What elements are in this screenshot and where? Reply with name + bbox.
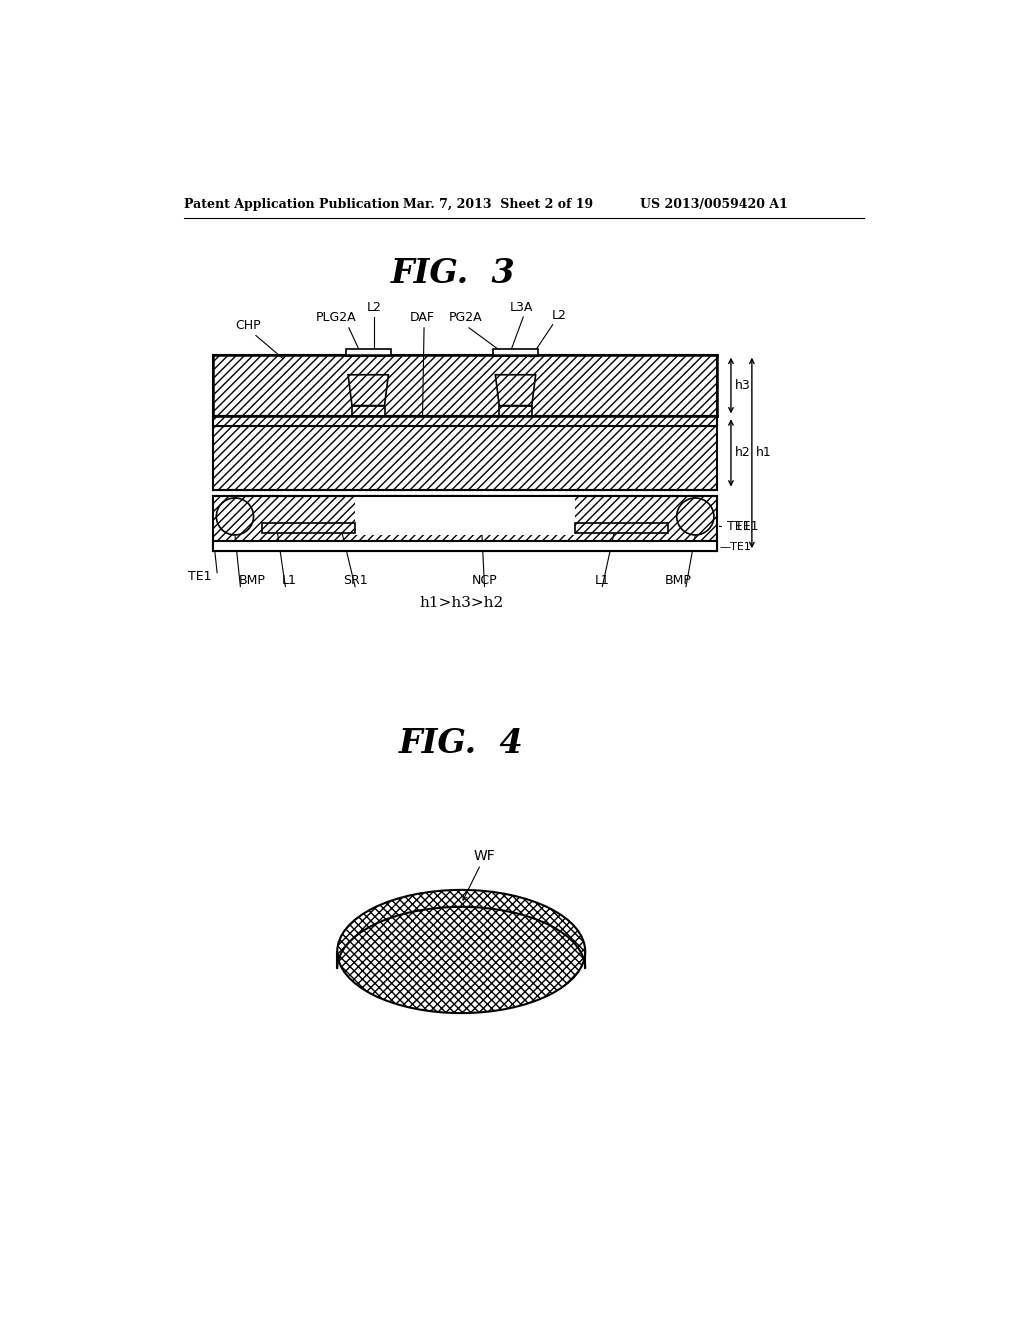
Polygon shape	[496, 375, 536, 405]
Text: h1: h1	[756, 446, 771, 459]
Text: L2: L2	[367, 301, 382, 314]
Text: PLG2A: PLG2A	[315, 312, 356, 323]
Bar	[500, 405, 531, 416]
Text: TE1: TE1	[735, 520, 759, 533]
Bar	[213, 355, 717, 416]
Text: WF: WF	[474, 849, 496, 863]
Bar	[355, 498, 575, 535]
Text: BMP: BMP	[239, 573, 265, 586]
Text: SR1: SR1	[343, 573, 368, 586]
Text: NCP: NCP	[472, 573, 498, 586]
Bar	[262, 523, 355, 533]
Text: L2: L2	[552, 309, 566, 322]
Text: h3: h3	[735, 379, 751, 392]
Ellipse shape	[677, 498, 714, 535]
Text: PG2A: PG2A	[449, 312, 482, 323]
Bar	[493, 348, 538, 356]
Text: TE1: TE1	[719, 520, 751, 533]
Bar	[213, 426, 717, 490]
Ellipse shape	[337, 890, 586, 1014]
Text: L1: L1	[595, 573, 609, 586]
Bar	[352, 405, 385, 416]
Text: FIG.  3: FIG. 3	[391, 257, 516, 290]
Text: Patent Application Publication: Patent Application Publication	[183, 198, 399, 211]
Text: —TE1: —TE1	[719, 543, 752, 552]
Text: US 2013/0059420 A1: US 2013/0059420 A1	[640, 198, 787, 211]
Text: h2: h2	[735, 446, 751, 459]
Text: L1: L1	[282, 573, 297, 586]
Polygon shape	[348, 375, 388, 405]
Text: h1>h3>h2: h1>h3>h2	[419, 597, 504, 610]
Ellipse shape	[216, 498, 254, 535]
Text: DAF: DAF	[410, 312, 435, 323]
Bar	[346, 348, 391, 356]
Text: L3A: L3A	[510, 301, 534, 314]
Bar	[213, 496, 717, 552]
Text: TE1: TE1	[188, 570, 212, 583]
Bar	[575, 523, 669, 533]
Bar	[213, 541, 717, 552]
Text: BMP: BMP	[665, 573, 691, 586]
Text: CHP: CHP	[236, 318, 261, 331]
Text: Mar. 7, 2013  Sheet 2 of 19: Mar. 7, 2013 Sheet 2 of 19	[403, 198, 593, 211]
Bar	[213, 416, 717, 426]
Text: FIG.  4: FIG. 4	[399, 727, 523, 760]
